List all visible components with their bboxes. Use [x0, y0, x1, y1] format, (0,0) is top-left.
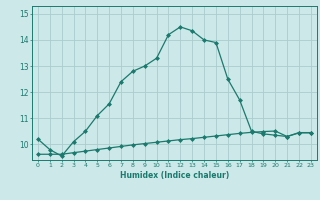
X-axis label: Humidex (Indice chaleur): Humidex (Indice chaleur) — [120, 171, 229, 180]
